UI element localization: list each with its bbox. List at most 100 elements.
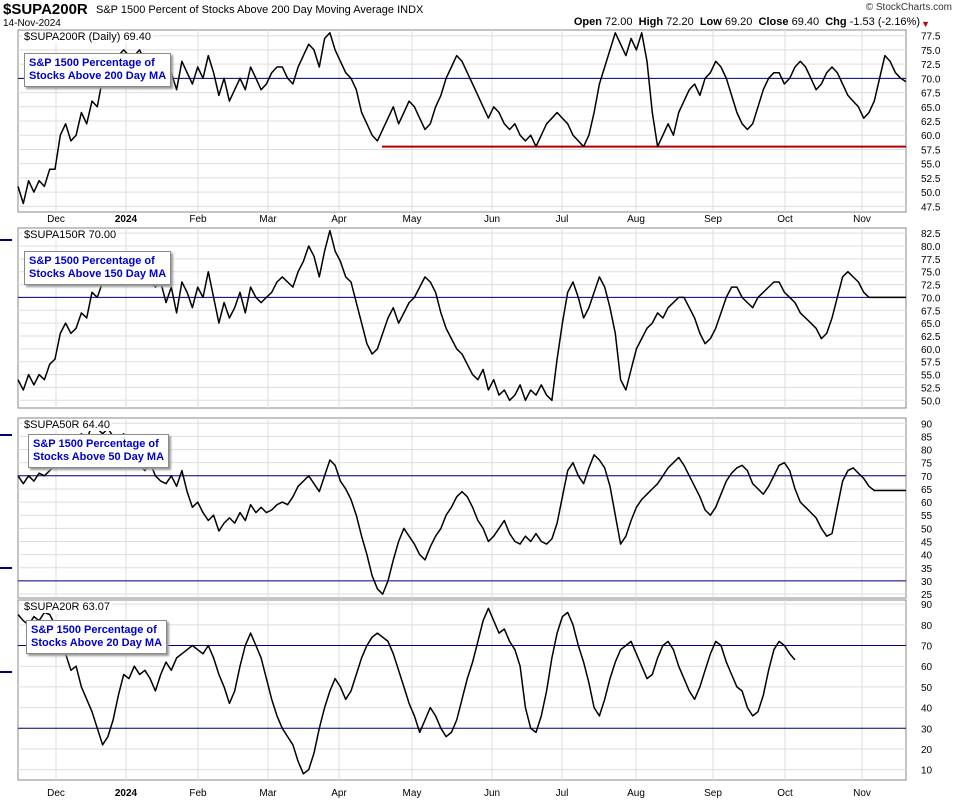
y-tick-label: 77.5	[921, 32, 941, 43]
x-axis-label: Jun	[484, 788, 500, 799]
y-tick-label: 60	[921, 662, 933, 673]
y-tick-label: 25	[921, 590, 933, 601]
y-tick-label: 50	[921, 683, 933, 694]
y-tick-label: 57.5	[921, 145, 941, 156]
y-tick-label: 67.5	[921, 89, 941, 100]
y-tick-label: 80.0	[921, 242, 941, 253]
y-tick-label: 82.5	[921, 229, 941, 240]
y-tick-label: 65.0	[921, 319, 941, 330]
x-axis-label: Jul	[556, 214, 569, 225]
y-tick-label: 60.0	[921, 345, 941, 356]
open-label: Open	[573, 16, 602, 28]
y-tick-label: 55	[921, 511, 933, 522]
x-axis-label: Apr	[331, 214, 347, 225]
y-tick-label: 70	[921, 642, 933, 653]
x-axis-label: Nov	[853, 788, 871, 799]
y-tick-label: 50	[921, 524, 933, 535]
y-tick-label: 50.0	[921, 396, 941, 407]
panel-title: $SUPA20R 63.07	[22, 601, 113, 613]
panel-title: $SUPA150R 70.00	[22, 229, 119, 241]
y-tick-label: 35	[921, 564, 933, 575]
y-tick-label: 57.5	[921, 358, 941, 369]
y-tick-label: 40	[921, 551, 933, 562]
y-tick-label: 47.5	[921, 202, 941, 213]
x-axis-label: May	[403, 788, 422, 799]
chart-date: 14-Nov-2024	[3, 18, 61, 29]
y-tick-label: 55.0	[921, 160, 941, 171]
y-tick-label: 45	[921, 538, 933, 549]
down-triangle-icon: ▼	[921, 19, 930, 29]
y-tick-label: 20	[921, 745, 933, 756]
label-line: Stocks Above 200 Day MA	[29, 70, 167, 82]
y-tick-label: 75.0	[921, 268, 941, 279]
y-tick-label: 90	[921, 600, 933, 611]
x-axis-label: 2024	[115, 788, 138, 799]
exchange-text: INDX	[397, 4, 424, 16]
x-axis-label: Feb	[189, 788, 207, 799]
y-tick-label: 70.0	[921, 293, 941, 304]
y-tick-label: 67.5	[921, 306, 941, 317]
panel-label-box: S&P 1500 Percentage of Stocks Above 200 D…	[24, 53, 172, 87]
y-tick-label: 30	[921, 577, 933, 588]
open-value: 72.00	[605, 16, 633, 28]
brand-watermark: © StockCharts.com	[865, 2, 952, 13]
y-tick-label: 77.5	[921, 255, 941, 266]
x-axis-label: Jun	[484, 214, 500, 225]
series-line	[17, 229, 906, 402]
label-line: Stocks Above 20 Day MA	[31, 637, 163, 649]
y-tick-label: 80	[921, 446, 933, 457]
y-tick-label: 75	[921, 459, 933, 470]
x-axis-label: Mar	[259, 788, 277, 799]
ticker-symbol: $SUPA200R	[3, 1, 88, 18]
x-axis-label: Apr	[331, 788, 347, 799]
label-line: S&P 1500 Percentage of	[33, 438, 159, 450]
label-line: S&P 1500 Percentage of	[29, 57, 155, 69]
x-axis-label: Aug	[627, 214, 645, 225]
y-tick-label: 65	[921, 485, 933, 496]
x-axis-label: Mar	[259, 214, 277, 225]
x-axis-label: Dec	[47, 214, 65, 225]
x-axis-label: Sep	[704, 788, 722, 799]
label-line: Stocks Above 150 Day MA	[29, 268, 167, 280]
y-tick-label: 60.0	[921, 131, 941, 142]
y-tick-label: 60	[921, 498, 933, 509]
label-line: Stocks Above 50 Day MA	[33, 451, 165, 463]
y-tick-label: 72.5	[921, 281, 941, 292]
x-axis-label: Oct	[777, 788, 793, 799]
y-tick-label: 85	[921, 432, 933, 443]
x-axis-label: Nov	[853, 214, 871, 225]
series-line	[17, 425, 906, 595]
y-tick-label: 65.0	[921, 103, 941, 114]
low-label: Low	[699, 16, 722, 28]
x-axis-label: Feb	[189, 214, 207, 225]
chg-label: Chg	[825, 16, 847, 28]
y-tick-label: 72.5	[921, 60, 941, 71]
y-tick-label: 80	[921, 621, 933, 632]
y-tick-label: 10	[921, 766, 933, 777]
y-tick-label: 70.0	[921, 74, 941, 85]
y-tick-label: 90	[921, 419, 933, 430]
x-axis-label: 2024	[115, 214, 138, 225]
panel-title: $SUPA200R (Daily) 69.40	[22, 31, 153, 43]
panel-label-box: S&P 1500 Percentage of Stocks Above 150 D…	[24, 251, 172, 285]
panel-title: $SUPA50R 64.40	[22, 419, 113, 431]
y-tick-label: 52.5	[921, 383, 941, 394]
y-tick-label: 70	[921, 472, 933, 483]
close-value: 69.40	[791, 16, 820, 28]
x-axis-label: Aug	[627, 788, 645, 799]
y-tick-label: 40	[921, 704, 933, 715]
chg-value: -1.53 (-2.16%)	[849, 16, 920, 28]
x-axis-label: May	[403, 214, 422, 225]
y-tick-label: 30	[921, 724, 933, 735]
x-axis-label: Jul	[556, 788, 569, 799]
label-line: S&P 1500 Percentage of	[31, 624, 157, 636]
y-tick-label: 50.0	[921, 188, 941, 199]
high-label: High	[638, 16, 664, 28]
ticker-description: S&P 1500 Percent of Stocks Above 200 Day…	[96, 4, 423, 16]
panel-label-box: S&P 1500 Percentage of Stocks Above 50 Da…	[28, 434, 170, 468]
x-axis-label: Oct	[777, 214, 793, 225]
x-axis-label: Sep	[704, 214, 722, 225]
y-tick-label: 62.5	[921, 117, 941, 128]
panel-label-box: S&P 1500 Percentage of Stocks Above 20 Da…	[26, 620, 168, 654]
